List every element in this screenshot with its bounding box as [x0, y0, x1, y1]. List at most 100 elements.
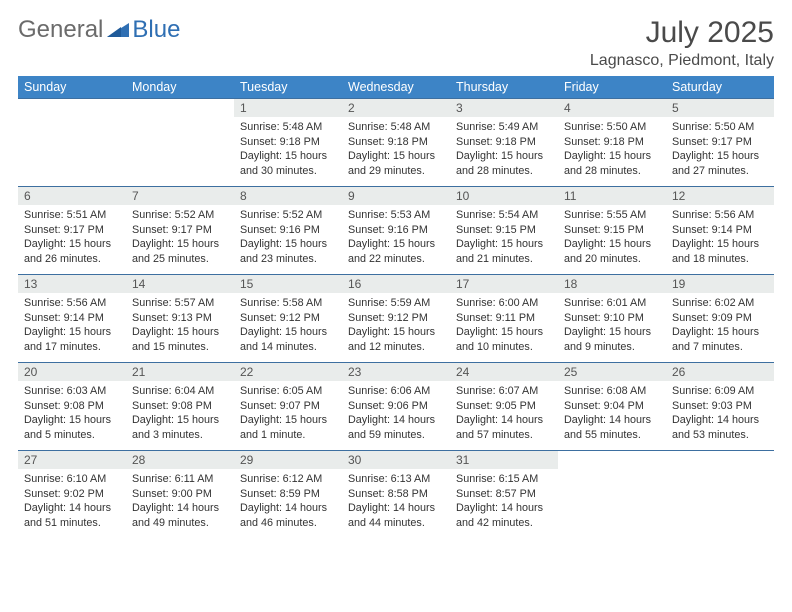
day-details: Sunrise: 5:56 AMSunset: 9:14 PMDaylight:…	[666, 205, 774, 270]
brand-part1: General	[18, 16, 103, 44]
calendar-cell: 5Sunrise: 5:50 AMSunset: 9:17 PMDaylight…	[666, 99, 774, 187]
calendar-cell: 23Sunrise: 6:06 AMSunset: 9:06 PMDayligh…	[342, 363, 450, 451]
day-details: Sunrise: 5:58 AMSunset: 9:12 PMDaylight:…	[234, 293, 342, 358]
day-details: Sunrise: 6:15 AMSunset: 8:57 PMDaylight:…	[450, 469, 558, 534]
day-details: Sunrise: 6:12 AMSunset: 8:59 PMDaylight:…	[234, 469, 342, 534]
day-header: Wednesday	[342, 76, 450, 99]
calendar-cell: 28Sunrise: 6:11 AMSunset: 9:00 PMDayligh…	[126, 451, 234, 539]
day-header: Friday	[558, 76, 666, 99]
day-number: 13	[18, 275, 126, 293]
day-number: 6	[18, 187, 126, 205]
day-number: 15	[234, 275, 342, 293]
day-number: 31	[450, 451, 558, 469]
day-details: Sunrise: 6:09 AMSunset: 9:03 PMDaylight:…	[666, 381, 774, 446]
day-details: Sunrise: 6:07 AMSunset: 9:05 PMDaylight:…	[450, 381, 558, 446]
calendar-cell: ..	[666, 451, 774, 539]
day-details: Sunrise: 6:11 AMSunset: 9:00 PMDaylight:…	[126, 469, 234, 534]
day-details: Sunrise: 5:48 AMSunset: 9:18 PMDaylight:…	[234, 117, 342, 182]
day-number: 4	[558, 99, 666, 117]
calendar-cell: 27Sunrise: 6:10 AMSunset: 9:02 PMDayligh…	[18, 451, 126, 539]
day-details: Sunrise: 6:10 AMSunset: 9:02 PMDaylight:…	[18, 469, 126, 534]
day-details: Sunrise: 5:51 AMSunset: 9:17 PMDaylight:…	[18, 205, 126, 270]
day-number: 24	[450, 363, 558, 381]
day-number: 9	[342, 187, 450, 205]
calendar-cell: ..	[18, 99, 126, 187]
calendar-cell: ..	[126, 99, 234, 187]
calendar-cell: 21Sunrise: 6:04 AMSunset: 9:08 PMDayligh…	[126, 363, 234, 451]
calendar-cell: 11Sunrise: 5:55 AMSunset: 9:15 PMDayligh…	[558, 187, 666, 275]
day-details: Sunrise: 6:02 AMSunset: 9:09 PMDaylight:…	[666, 293, 774, 358]
brand-part2: Blue	[132, 16, 180, 44]
calendar-cell: 24Sunrise: 6:07 AMSunset: 9:05 PMDayligh…	[450, 363, 558, 451]
day-details: Sunrise: 5:49 AMSunset: 9:18 PMDaylight:…	[450, 117, 558, 182]
calendar-cell: 13Sunrise: 5:56 AMSunset: 9:14 PMDayligh…	[18, 275, 126, 363]
day-number: 28	[126, 451, 234, 469]
calendar-cell: 25Sunrise: 6:08 AMSunset: 9:04 PMDayligh…	[558, 363, 666, 451]
day-details: Sunrise: 5:52 AMSunset: 9:17 PMDaylight:…	[126, 205, 234, 270]
calendar-cell: 10Sunrise: 5:54 AMSunset: 9:15 PMDayligh…	[450, 187, 558, 275]
brand-triangle-icon	[107, 19, 129, 42]
day-details: Sunrise: 5:53 AMSunset: 9:16 PMDaylight:…	[342, 205, 450, 270]
day-number: 30	[342, 451, 450, 469]
calendar-cell: 31Sunrise: 6:15 AMSunset: 8:57 PMDayligh…	[450, 451, 558, 539]
day-details: Sunrise: 5:54 AMSunset: 9:15 PMDaylight:…	[450, 205, 558, 270]
day-number: 22	[234, 363, 342, 381]
calendar-cell: 8Sunrise: 5:52 AMSunset: 9:16 PMDaylight…	[234, 187, 342, 275]
header-right: July 2025 Lagnasco, Piedmont, Italy	[590, 16, 774, 70]
day-details: Sunrise: 6:08 AMSunset: 9:04 PMDaylight:…	[558, 381, 666, 446]
brand-logo: General Blue	[18, 16, 180, 44]
day-details: Sunrise: 6:01 AMSunset: 9:10 PMDaylight:…	[558, 293, 666, 358]
day-details: Sunrise: 6:06 AMSunset: 9:06 PMDaylight:…	[342, 381, 450, 446]
calendar-cell: 20Sunrise: 6:03 AMSunset: 9:08 PMDayligh…	[18, 363, 126, 451]
calendar-cell: 7Sunrise: 5:52 AMSunset: 9:17 PMDaylight…	[126, 187, 234, 275]
calendar-cell: 1Sunrise: 5:48 AMSunset: 9:18 PMDaylight…	[234, 99, 342, 187]
day-header: Saturday	[666, 76, 774, 99]
calendar-table: Sunday Monday Tuesday Wednesday Thursday…	[18, 76, 774, 539]
calendar-cell: 30Sunrise: 6:13 AMSunset: 8:58 PMDayligh…	[342, 451, 450, 539]
day-details: Sunrise: 6:13 AMSunset: 8:58 PMDaylight:…	[342, 469, 450, 534]
day-number: 12	[666, 187, 774, 205]
day-number: 11	[558, 187, 666, 205]
day-number: 25	[558, 363, 666, 381]
day-details: Sunrise: 5:50 AMSunset: 9:17 PMDaylight:…	[666, 117, 774, 182]
calendar-body: ....1Sunrise: 5:48 AMSunset: 9:18 PMDayl…	[18, 99, 774, 539]
day-header: Thursday	[450, 76, 558, 99]
day-number: 1	[234, 99, 342, 117]
calendar-row: 13Sunrise: 5:56 AMSunset: 9:14 PMDayligh…	[18, 275, 774, 363]
day-details: Sunrise: 5:55 AMSunset: 9:15 PMDaylight:…	[558, 205, 666, 270]
day-number: 2	[342, 99, 450, 117]
day-number: 23	[342, 363, 450, 381]
calendar-cell: 26Sunrise: 6:09 AMSunset: 9:03 PMDayligh…	[666, 363, 774, 451]
day-number: 19	[666, 275, 774, 293]
calendar-cell: 9Sunrise: 5:53 AMSunset: 9:16 PMDaylight…	[342, 187, 450, 275]
day-details: Sunrise: 5:56 AMSunset: 9:14 PMDaylight:…	[18, 293, 126, 358]
day-details: Sunrise: 6:03 AMSunset: 9:08 PMDaylight:…	[18, 381, 126, 446]
calendar-cell: 2Sunrise: 5:48 AMSunset: 9:18 PMDaylight…	[342, 99, 450, 187]
day-details: Sunrise: 5:50 AMSunset: 9:18 PMDaylight:…	[558, 117, 666, 182]
calendar-cell: 15Sunrise: 5:58 AMSunset: 9:12 PMDayligh…	[234, 275, 342, 363]
day-header-row: Sunday Monday Tuesday Wednesday Thursday…	[18, 76, 774, 99]
day-number: 21	[126, 363, 234, 381]
month-title: July 2025	[590, 16, 774, 50]
day-number: 20	[18, 363, 126, 381]
calendar-row: ....1Sunrise: 5:48 AMSunset: 9:18 PMDayl…	[18, 99, 774, 187]
day-number: 10	[450, 187, 558, 205]
calendar-cell: 16Sunrise: 5:59 AMSunset: 9:12 PMDayligh…	[342, 275, 450, 363]
calendar-cell: 4Sunrise: 5:50 AMSunset: 9:18 PMDaylight…	[558, 99, 666, 187]
day-number: 29	[234, 451, 342, 469]
day-details: Sunrise: 6:00 AMSunset: 9:11 PMDaylight:…	[450, 293, 558, 358]
day-number: 27	[18, 451, 126, 469]
calendar-row: 27Sunrise: 6:10 AMSunset: 9:02 PMDayligh…	[18, 451, 774, 539]
calendar-cell: 12Sunrise: 5:56 AMSunset: 9:14 PMDayligh…	[666, 187, 774, 275]
day-number: 14	[126, 275, 234, 293]
calendar-cell: 3Sunrise: 5:49 AMSunset: 9:18 PMDaylight…	[450, 99, 558, 187]
calendar-cell: 14Sunrise: 5:57 AMSunset: 9:13 PMDayligh…	[126, 275, 234, 363]
day-details: Sunrise: 6:04 AMSunset: 9:08 PMDaylight:…	[126, 381, 234, 446]
day-number: 18	[558, 275, 666, 293]
day-number: 3	[450, 99, 558, 117]
header: General Blue July 2025 Lagnasco, Piedmon…	[18, 16, 774, 70]
day-header: Monday	[126, 76, 234, 99]
day-details: Sunrise: 5:48 AMSunset: 9:18 PMDaylight:…	[342, 117, 450, 182]
calendar-page: General Blue July 2025 Lagnasco, Piedmon…	[0, 0, 792, 549]
day-details: Sunrise: 5:59 AMSunset: 9:12 PMDaylight:…	[342, 293, 450, 358]
